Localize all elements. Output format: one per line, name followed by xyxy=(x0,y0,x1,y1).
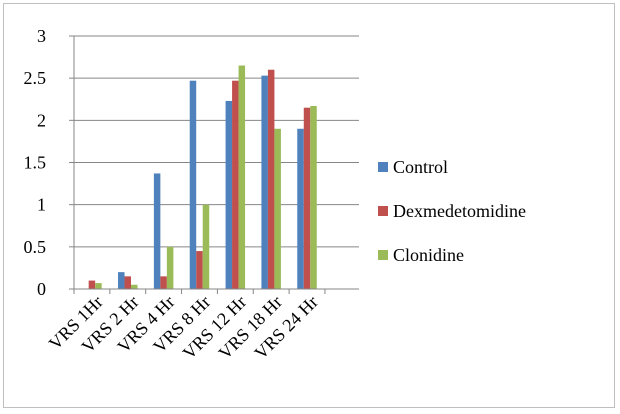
legend-item-clonidine: Clonidine xyxy=(378,245,464,265)
bar-control-2 xyxy=(153,173,161,289)
y-tick-label: 0.5 xyxy=(24,237,47,257)
bar-dexmedetomidine-3 xyxy=(196,251,203,289)
bar-dexmedetomidine-6 xyxy=(303,107,311,289)
y-tick-label: 1 xyxy=(37,195,46,215)
bar-clonidine-3 xyxy=(202,204,210,289)
bar-control-4 xyxy=(225,100,233,289)
y-tick-labels: 0 0.5 1 1.5 2 2.5 3 xyxy=(24,26,47,299)
bar-control-3 xyxy=(189,80,197,290)
bar-dexmedetomidine-4 xyxy=(232,80,239,290)
bars xyxy=(88,65,317,290)
bar-clonidine-5 xyxy=(274,128,281,289)
bar-clonidine-6 xyxy=(310,105,317,289)
y-tick-label: 2 xyxy=(37,110,46,130)
y-tick-label: 3 xyxy=(37,26,46,46)
bar-clonidine-0 xyxy=(95,283,102,289)
bar-dexmedetomidine-0 xyxy=(88,280,96,289)
bar-control-6 xyxy=(297,128,304,289)
axes xyxy=(69,35,359,294)
legend-item-control: Control xyxy=(378,157,448,177)
y-tick-label: 2.5 xyxy=(24,68,47,88)
y-tick-label: 0 xyxy=(37,279,46,299)
legend-swatch xyxy=(378,206,388,216)
legend-label: Control xyxy=(393,157,448,177)
legend-swatch xyxy=(378,250,388,260)
bar-clonidine-2 xyxy=(166,246,174,289)
bar-clonidine-1 xyxy=(131,284,138,289)
bar-control-1 xyxy=(118,272,125,289)
bar-dexmedetomidine-2 xyxy=(160,276,167,289)
legend-swatch xyxy=(378,162,388,172)
bar-control-5 xyxy=(261,75,268,290)
bar-dexmedetomidine-5 xyxy=(267,69,275,289)
bar-dexmedetomidine-1 xyxy=(124,276,132,289)
bar-clonidine-4 xyxy=(238,65,246,290)
legend: Control Dexmedetomidine Clonidine xyxy=(378,157,526,265)
legend-label: Clonidine xyxy=(393,245,464,265)
legend-item-dexmedetomidine: Dexmedetomidine xyxy=(378,201,526,221)
y-tick-label: 1.5 xyxy=(24,153,47,173)
legend-label: Dexmedetomidine xyxy=(393,201,526,221)
